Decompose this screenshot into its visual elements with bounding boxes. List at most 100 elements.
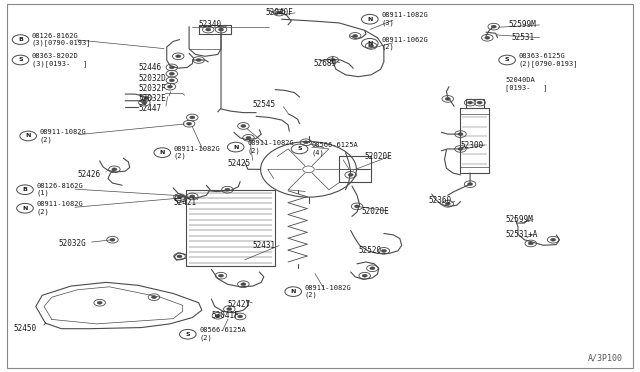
Text: B: B bbox=[22, 187, 28, 192]
Text: 52446: 52446 bbox=[138, 63, 161, 72]
Circle shape bbox=[227, 308, 232, 311]
Text: 52431: 52431 bbox=[253, 241, 276, 250]
Text: 52545: 52545 bbox=[253, 100, 276, 109]
Circle shape bbox=[186, 122, 191, 125]
Circle shape bbox=[458, 133, 463, 136]
Text: 52040DA
[0193-   ]: 52040DA [0193- ] bbox=[505, 77, 548, 91]
Text: 52421: 52421 bbox=[173, 198, 196, 207]
Circle shape bbox=[241, 125, 246, 128]
Text: 52032G: 52032G bbox=[58, 239, 86, 248]
Circle shape bbox=[225, 188, 230, 191]
Circle shape bbox=[170, 72, 174, 75]
Circle shape bbox=[170, 79, 174, 82]
Circle shape bbox=[246, 137, 251, 139]
Circle shape bbox=[528, 242, 533, 245]
Circle shape bbox=[445, 202, 451, 205]
Circle shape bbox=[491, 25, 496, 28]
Circle shape bbox=[550, 238, 556, 241]
Text: 52599M: 52599M bbox=[508, 20, 536, 29]
Text: 52020E: 52020E bbox=[365, 152, 392, 161]
Text: N: N bbox=[367, 17, 372, 22]
Text: 52531: 52531 bbox=[511, 33, 534, 42]
Circle shape bbox=[355, 205, 360, 208]
Text: 52689: 52689 bbox=[314, 59, 337, 68]
Circle shape bbox=[353, 35, 358, 37]
Text: 52032E: 52032E bbox=[138, 94, 166, 103]
Text: 08126-8162G
(1): 08126-8162G (1) bbox=[36, 183, 83, 196]
Circle shape bbox=[241, 283, 246, 286]
Text: 08363-8202D
(3)[0193-   ]: 08363-8202D (3)[0193- ] bbox=[32, 53, 87, 67]
Circle shape bbox=[110, 238, 115, 241]
Text: 52340: 52340 bbox=[198, 20, 222, 29]
Text: 52032D: 52032D bbox=[138, 74, 166, 83]
Circle shape bbox=[458, 147, 463, 150]
Text: 08911-1082G
(2): 08911-1082G (2) bbox=[305, 285, 351, 298]
Text: 08566-6125A
(4): 08566-6125A (4) bbox=[311, 142, 358, 156]
Circle shape bbox=[362, 274, 367, 277]
Circle shape bbox=[97, 301, 102, 304]
Text: 08911-1082G
(3): 08911-1082G (3) bbox=[381, 13, 428, 26]
Text: S: S bbox=[18, 58, 23, 62]
Text: A/3P100: A/3P100 bbox=[588, 353, 623, 362]
Circle shape bbox=[484, 36, 490, 39]
Circle shape bbox=[330, 58, 335, 61]
Text: 52032F: 52032F bbox=[138, 84, 166, 93]
Text: B: B bbox=[18, 37, 23, 42]
Text: N: N bbox=[367, 41, 372, 46]
Text: 08911-1082G
(2): 08911-1082G (2) bbox=[173, 146, 221, 159]
Text: 52360: 52360 bbox=[429, 196, 452, 205]
Text: S: S bbox=[297, 147, 302, 151]
Text: 52040F: 52040F bbox=[266, 8, 294, 17]
Text: 52531+A: 52531+A bbox=[505, 230, 538, 239]
Circle shape bbox=[205, 28, 211, 31]
Circle shape bbox=[175, 55, 180, 58]
Text: 52447: 52447 bbox=[138, 105, 161, 113]
Text: S: S bbox=[186, 332, 190, 337]
Text: N: N bbox=[291, 289, 296, 294]
Circle shape bbox=[144, 96, 149, 99]
Circle shape bbox=[237, 315, 243, 318]
Circle shape bbox=[445, 97, 451, 100]
Text: 08911-1062G
(2): 08911-1062G (2) bbox=[381, 36, 428, 50]
Circle shape bbox=[348, 173, 353, 176]
Circle shape bbox=[142, 101, 147, 104]
Circle shape bbox=[218, 274, 223, 277]
Circle shape bbox=[303, 141, 308, 144]
Circle shape bbox=[196, 58, 201, 61]
Text: 52599M: 52599M bbox=[505, 215, 533, 224]
Text: 52520: 52520 bbox=[358, 246, 381, 255]
Circle shape bbox=[477, 101, 482, 104]
Text: 08911-1082G
(2): 08911-1082G (2) bbox=[36, 202, 83, 215]
Text: N: N bbox=[26, 134, 31, 138]
Circle shape bbox=[152, 296, 157, 299]
Circle shape bbox=[189, 195, 195, 198]
Text: 08363-6125G
(2)[0790-0193]: 08363-6125G (2)[0790-0193] bbox=[518, 53, 578, 67]
Text: N: N bbox=[159, 150, 165, 155]
Circle shape bbox=[177, 196, 182, 199]
Circle shape bbox=[370, 267, 375, 270]
Text: 52020E: 52020E bbox=[362, 208, 389, 217]
Text: 52427: 52427 bbox=[227, 300, 250, 309]
Text: 52041F: 52041F bbox=[211, 311, 239, 320]
Circle shape bbox=[168, 85, 173, 88]
Circle shape bbox=[276, 11, 282, 14]
Circle shape bbox=[369, 44, 374, 47]
Circle shape bbox=[467, 183, 472, 186]
Circle shape bbox=[112, 168, 117, 171]
Circle shape bbox=[170, 66, 174, 69]
Text: S: S bbox=[505, 58, 509, 62]
Text: 52300: 52300 bbox=[461, 141, 484, 150]
Circle shape bbox=[467, 101, 472, 104]
Circle shape bbox=[177, 255, 182, 258]
Text: 52450: 52450 bbox=[13, 324, 36, 333]
Text: 52425: 52425 bbox=[227, 159, 250, 168]
Text: N: N bbox=[233, 145, 238, 150]
Text: 08911-1082G
(2): 08911-1082G (2) bbox=[247, 140, 294, 154]
Text: N: N bbox=[22, 206, 28, 211]
Text: 08126-8162G
(3)[0790-0193]: 08126-8162G (3)[0790-0193] bbox=[32, 33, 92, 46]
Text: 08566-6125A
(2): 08566-6125A (2) bbox=[199, 327, 246, 341]
Text: 52426: 52426 bbox=[77, 170, 100, 179]
Text: 08911-1082G
(2): 08911-1082G (2) bbox=[40, 129, 86, 143]
Circle shape bbox=[189, 116, 195, 119]
Circle shape bbox=[215, 314, 220, 317]
